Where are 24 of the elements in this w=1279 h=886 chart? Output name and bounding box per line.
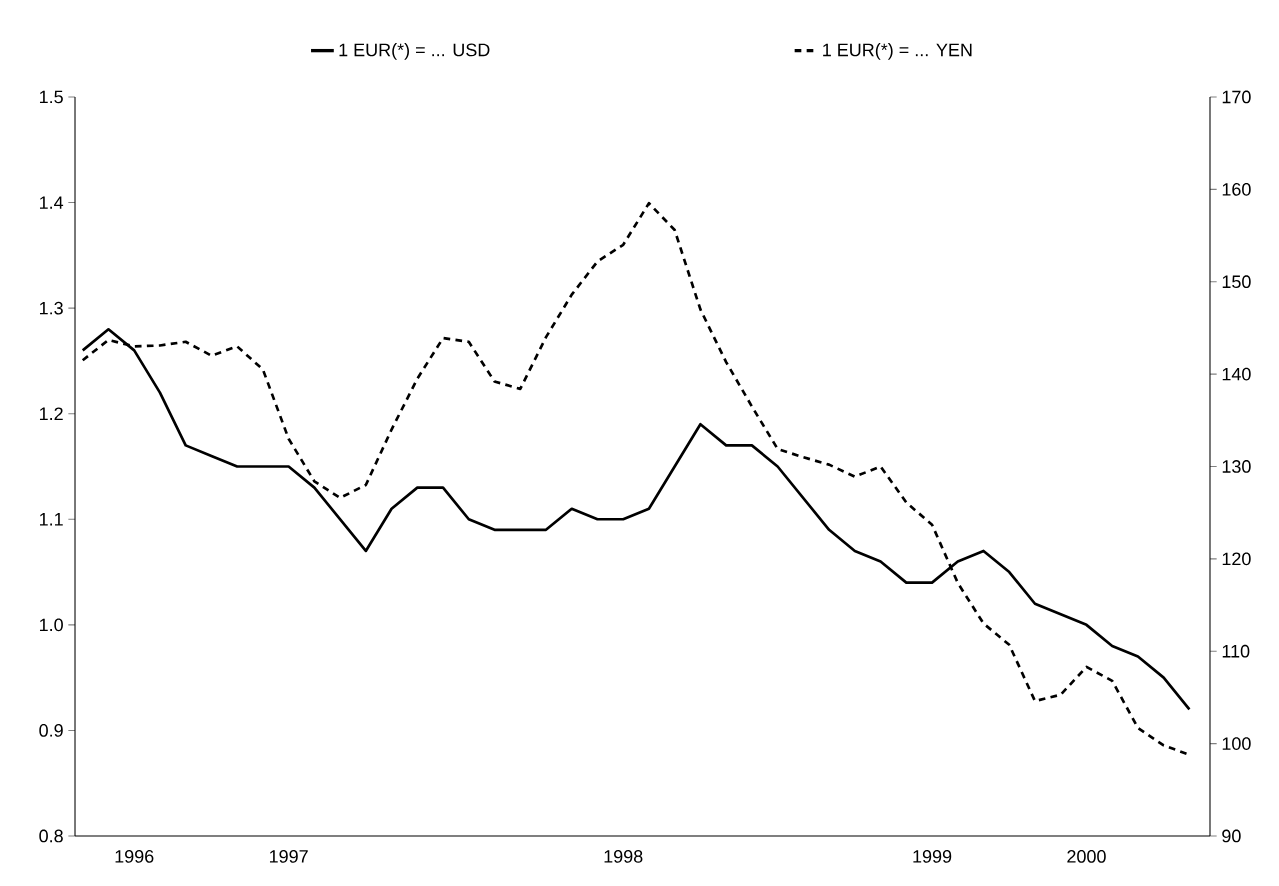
y2-tick-label: 90 [1222,829,1241,843]
y2-tick-label: 160 [1222,183,1251,196]
y2-tick-label: 130 [1222,460,1251,473]
y-tick-label: 1.1 [39,513,63,526]
y-tick-label: 1.0 [39,618,63,632]
x-tick-label: 2000 [1067,850,1106,863]
y-tick-label: 1.3 [39,301,63,315]
y2-tick-label: 120 [1222,552,1251,566]
y-tick-label: 1.5 [39,90,63,104]
legend-label: 1 EUR(*) = ... USD [339,43,490,60]
legend-label: 1 EUR(*) = ... YEN [823,43,972,60]
y-tick-label: 1.2 [39,407,63,420]
y2-tick-label: 110 [1222,644,1250,658]
y-tick-label: 0.8 [39,829,63,843]
x-tick-label: 1999 [913,850,952,863]
y-tick-label: 1.4 [39,196,64,209]
y2-tick-label: 170 [1222,90,1251,104]
x-tick-label: 1996 [115,850,154,863]
y-tick-label: 0.9 [39,724,63,737]
x-tick-label: 1997 [269,850,308,863]
y2-tick-label: 140 [1222,367,1251,381]
y2-tick-label: 100 [1222,737,1251,750]
y2-tick-label: 150 [1222,275,1251,289]
x-tick-label: 1998 [604,850,643,863]
